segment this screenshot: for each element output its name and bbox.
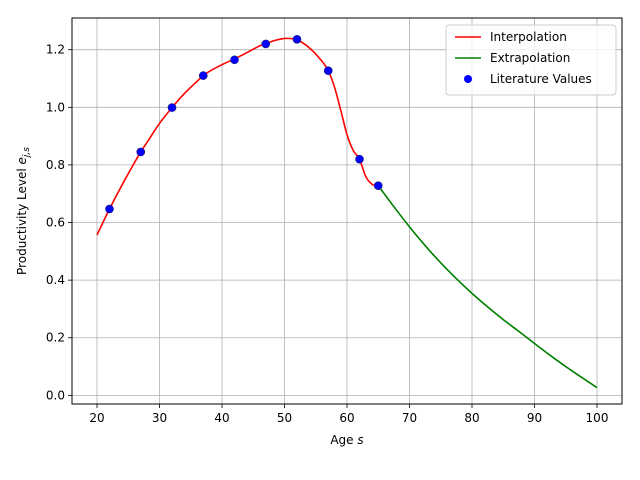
interpolation-line [96,37,379,236]
literature-values-point [373,181,383,190]
x-tick-label: 90 [527,411,542,425]
literature-values-point [167,103,177,112]
y-tick-label: 0.0 [46,388,65,402]
x-tick-label: 20 [89,411,104,425]
y-tick-label: 0.2 [46,331,65,345]
literature-values-point [323,66,333,76]
legend-literature-values-label: Literature Values [490,72,592,86]
y-axis-label: Productivity Level ej,s [15,147,32,275]
legend-box [445,24,617,96]
x-tick-label: 60 [339,411,354,425]
literature-values-point [105,204,114,214]
literature-values-point [261,39,271,49]
legend-literature-values-swatch [464,75,472,83]
y-tick-label: 1.0 [46,100,65,114]
legend: Interpolation Extrapolation Literature Val… [445,24,617,96]
x-tick-label: 50 [277,411,292,425]
x-tick-label: 100 [586,411,609,425]
x-tick-label: 40 [214,411,229,425]
literature-values-point [355,154,364,164]
y-tick-label: 0.8 [46,158,65,172]
literature-values-point [292,35,302,44]
axis-ticks: 20 30 40 50 60 70 80 90 100 0.0 0.2 0.4 0.6 0.8 1.0 1.2 [46,43,609,425]
y-tick-label: 0.4 [46,273,65,287]
legend-extrapolation-label: Extrapolation [490,51,570,65]
x-tick-label: 80 [464,411,479,425]
extrapolation-line [377,185,598,389]
literature-values-point [230,55,239,65]
plot-series [96,35,598,389]
legend-interpolation-label: Interpolation [490,30,567,44]
y-tick-label: 1.2 [46,43,65,57]
literature-values-point [136,147,146,157]
x-tick-label: 70 [402,411,417,425]
x-axis-label: Age s [330,433,363,447]
y-tick-label: 0.6 [46,216,65,230]
literature-values-point [198,71,208,80]
x-tick-label: 30 [152,411,167,425]
